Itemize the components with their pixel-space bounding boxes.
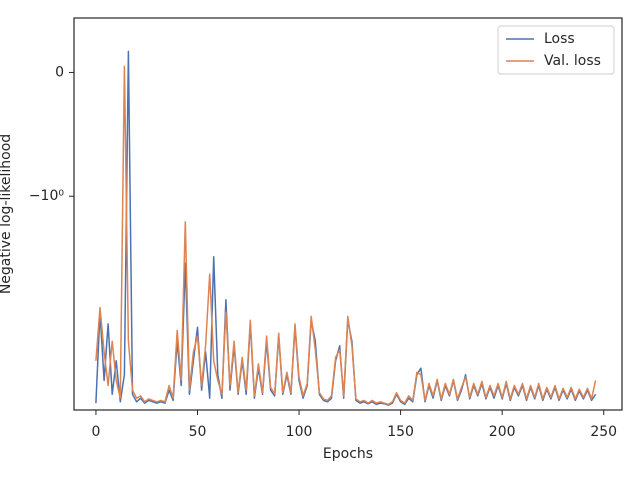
x-axis-label: Epochs xyxy=(323,446,373,462)
legend-label: Val. loss xyxy=(544,53,601,69)
line-series xyxy=(95,65,597,406)
y-tick-label: −10⁰ xyxy=(29,188,65,204)
x-tick-label: 100 xyxy=(286,424,313,440)
y-tick-label: 0 xyxy=(55,64,64,80)
legend-box xyxy=(497,25,615,75)
x-tick-label: 150 xyxy=(387,424,414,440)
y-axis-label: Negative log-likelihood xyxy=(0,134,14,294)
x-tick-label: 200 xyxy=(489,424,516,440)
x-tick-label: 0 xyxy=(91,424,100,440)
plot-frame xyxy=(73,17,623,411)
x-tick-label: 50 xyxy=(189,424,207,440)
legend-label: Loss xyxy=(544,31,575,47)
x-tick-label: 250 xyxy=(590,424,617,440)
